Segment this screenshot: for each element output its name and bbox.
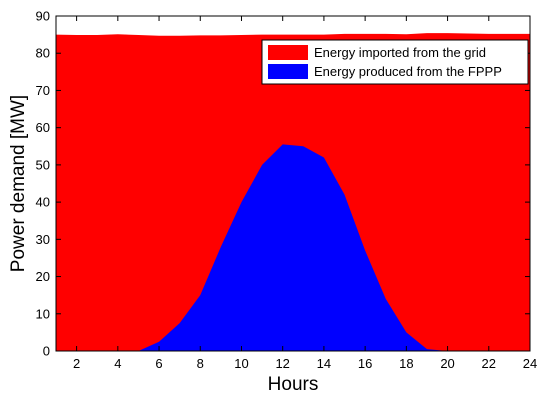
axes-frame bbox=[55, 15, 531, 352]
y-axis-label: Power demand [MW] bbox=[8, 95, 29, 272]
y-tick-label: 90 bbox=[36, 9, 50, 24]
y-tick-label: 60 bbox=[36, 120, 50, 135]
y-tick-label: 10 bbox=[36, 306, 50, 321]
legend-label: Energy produced from the FPPP bbox=[314, 64, 502, 79]
y-tick-label: 40 bbox=[36, 195, 50, 210]
legend-swatch bbox=[268, 64, 308, 79]
x-tick-label: 2 bbox=[73, 356, 80, 371]
x-axis-label: Hours bbox=[268, 374, 319, 395]
y-tick-label: 20 bbox=[36, 269, 50, 284]
area-series-2 bbox=[56, 144, 530, 351]
x-tick-label: 4 bbox=[114, 356, 121, 371]
x-tick-label: 6 bbox=[155, 356, 162, 371]
legend-swatch bbox=[268, 45, 308, 60]
x-tick-label: 24 bbox=[523, 356, 537, 371]
y-tick-label: 0 bbox=[43, 344, 50, 359]
legend-label: Energy imported from the grid bbox=[314, 45, 486, 60]
x-tick-label: 14 bbox=[317, 356, 331, 371]
y-tick-label: 80 bbox=[36, 46, 50, 61]
y-tick-label: 70 bbox=[36, 83, 50, 98]
x-tick-label: 18 bbox=[399, 356, 413, 371]
x-tick-label: 12 bbox=[275, 356, 289, 371]
legend: Energy imported from the grid Energy prod… bbox=[261, 39, 529, 85]
x-tick-label: 22 bbox=[482, 356, 496, 371]
y-tick-label: 50 bbox=[36, 157, 50, 172]
x-tick-label: 20 bbox=[440, 356, 454, 371]
x-tick-label: 10 bbox=[234, 356, 248, 371]
x-tick-label: 16 bbox=[358, 356, 372, 371]
y-tick-label: 30 bbox=[36, 232, 50, 247]
x-tick-label: 8 bbox=[197, 356, 204, 371]
